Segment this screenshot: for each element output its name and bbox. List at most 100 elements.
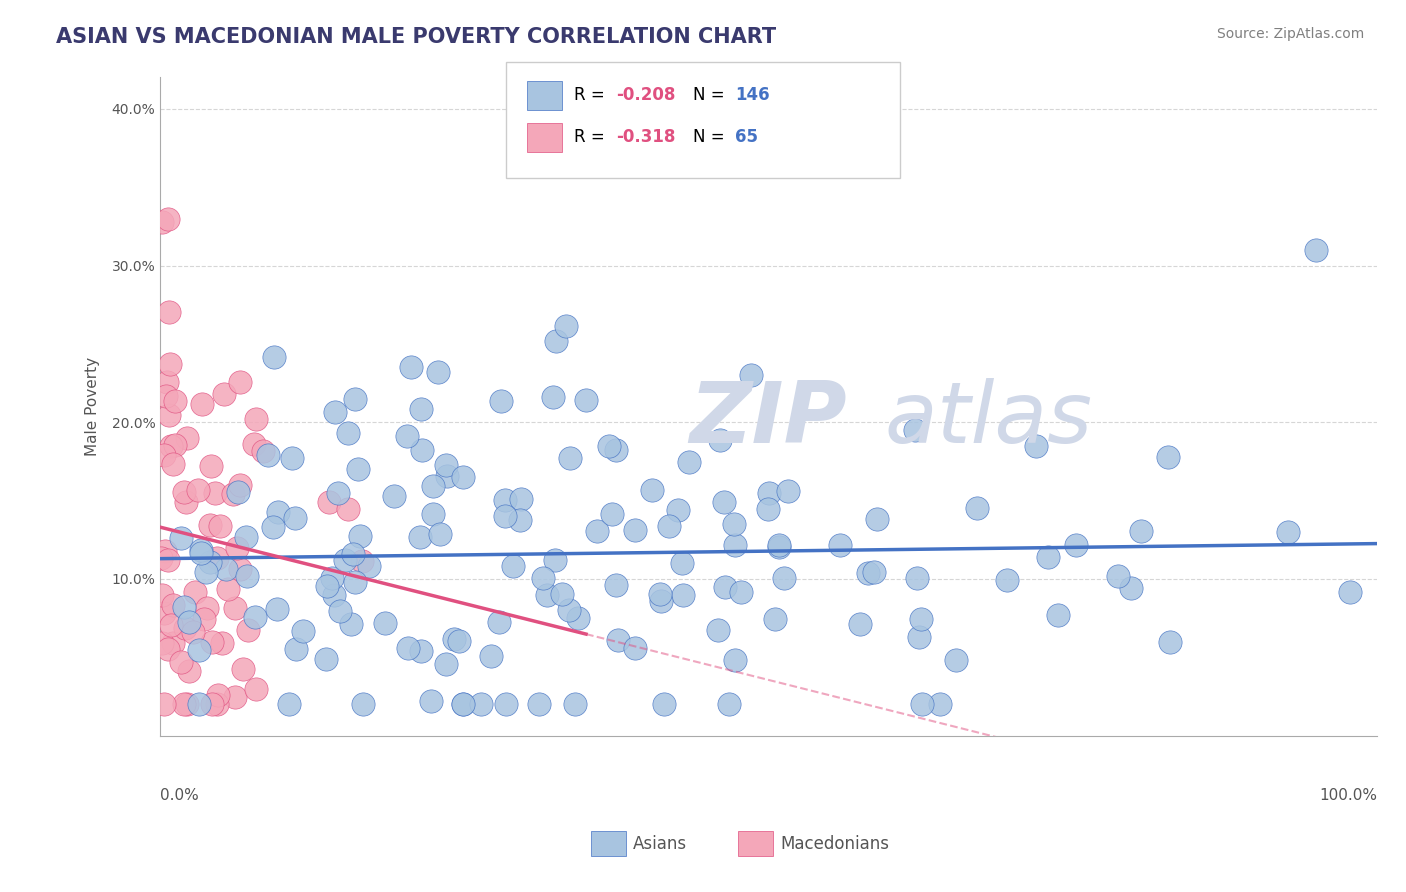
Text: ASIAN VS MACEDONIAN MALE POVERTY CORRELATION CHART: ASIAN VS MACEDONIAN MALE POVERTY CORRELA… xyxy=(56,27,776,46)
Point xyxy=(668,503,690,517)
Point xyxy=(848,616,870,631)
Point xyxy=(340,617,363,632)
Point xyxy=(156,211,179,226)
Point xyxy=(257,448,280,462)
Point xyxy=(479,649,502,664)
Text: ZIP: ZIP xyxy=(690,378,848,461)
Point xyxy=(709,433,731,447)
Point xyxy=(209,518,232,533)
Point xyxy=(156,376,179,390)
Point xyxy=(159,358,181,372)
Point xyxy=(554,318,576,333)
Point xyxy=(190,542,212,557)
Point xyxy=(648,587,671,601)
Point xyxy=(215,562,238,576)
Point xyxy=(451,469,474,483)
Point xyxy=(910,612,932,626)
Point xyxy=(453,697,475,711)
Point xyxy=(411,643,433,657)
Point xyxy=(419,694,441,708)
Text: -0.318: -0.318 xyxy=(616,128,675,146)
Text: R =: R = xyxy=(574,87,610,104)
Point xyxy=(318,495,340,509)
Text: Macedonians: Macedonians xyxy=(780,835,890,853)
Point xyxy=(434,458,457,472)
Point xyxy=(352,698,374,712)
Point xyxy=(278,698,301,712)
Point xyxy=(1119,581,1142,595)
Point xyxy=(284,642,307,657)
Point xyxy=(494,493,516,508)
Point xyxy=(228,485,250,500)
Point xyxy=(672,588,695,602)
Point xyxy=(236,623,259,637)
Point xyxy=(207,688,229,702)
Point xyxy=(724,653,747,667)
Point xyxy=(157,553,180,567)
Point xyxy=(411,443,433,458)
Point xyxy=(190,546,212,560)
Point xyxy=(173,484,195,499)
Point xyxy=(409,529,432,543)
Point xyxy=(153,448,176,462)
Text: Asians: Asians xyxy=(633,835,686,853)
Point xyxy=(170,656,193,670)
Point xyxy=(346,462,368,476)
Point xyxy=(866,512,889,526)
Y-axis label: Male Poverty: Male Poverty xyxy=(86,357,100,456)
Point xyxy=(641,483,664,497)
Point xyxy=(344,574,367,589)
Point xyxy=(316,579,339,593)
Point xyxy=(342,548,364,562)
Point xyxy=(162,457,184,471)
Point xyxy=(204,486,226,500)
Point xyxy=(201,698,224,712)
Point xyxy=(908,630,931,644)
Point xyxy=(536,588,558,602)
Text: 0.0%: 0.0% xyxy=(160,789,198,804)
Point xyxy=(262,520,284,534)
Point xyxy=(357,559,380,574)
Point xyxy=(153,543,176,558)
Point xyxy=(173,698,195,712)
Point xyxy=(1339,584,1361,599)
Point xyxy=(1047,608,1070,623)
Point xyxy=(671,556,693,570)
Point xyxy=(502,559,524,574)
Point xyxy=(224,690,246,704)
Point xyxy=(730,585,752,599)
Point xyxy=(598,439,620,453)
Point xyxy=(179,615,201,630)
Point xyxy=(945,652,967,666)
Point xyxy=(245,412,267,426)
Point xyxy=(321,570,343,584)
Point xyxy=(267,505,290,519)
Point xyxy=(713,495,735,509)
Point xyxy=(1305,243,1327,257)
Point xyxy=(212,387,235,401)
Point xyxy=(605,442,627,457)
Point xyxy=(229,477,252,491)
Point xyxy=(558,603,581,617)
Point xyxy=(159,439,181,453)
Point xyxy=(205,698,228,712)
Point xyxy=(183,624,205,639)
Point xyxy=(426,365,449,379)
Point xyxy=(350,554,373,568)
Point xyxy=(190,396,212,410)
Point xyxy=(776,483,799,498)
Point xyxy=(150,551,173,566)
Point xyxy=(245,681,267,696)
Point xyxy=(224,600,246,615)
Text: N =: N = xyxy=(693,87,730,104)
Point xyxy=(858,566,880,581)
Point xyxy=(188,698,211,712)
Point xyxy=(150,215,173,229)
Point xyxy=(266,601,288,615)
Point xyxy=(495,697,517,711)
Point xyxy=(200,459,222,474)
Point xyxy=(323,405,346,419)
Point xyxy=(605,578,627,592)
Point xyxy=(1159,634,1181,648)
Point xyxy=(905,571,928,585)
